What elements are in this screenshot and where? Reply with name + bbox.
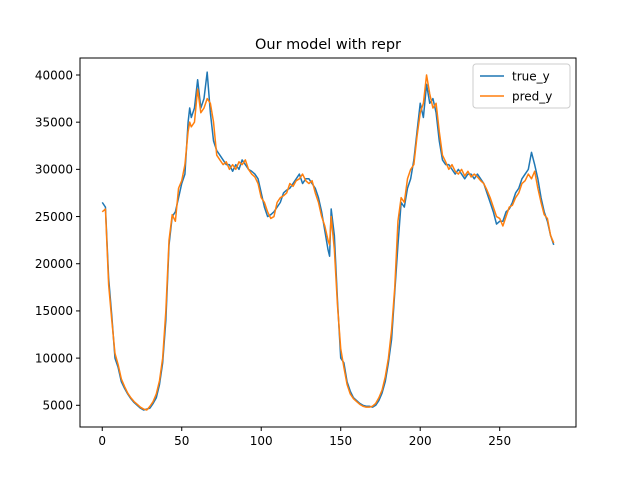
y-tick-label: 40000: [35, 68, 73, 82]
chart-title: Our model with repr: [255, 37, 401, 53]
y-tick-label: 20000: [35, 257, 73, 271]
x-tick-label: 100: [250, 434, 273, 448]
legend: true_y pred_y: [472, 63, 571, 109]
x-tick-label: 50: [174, 434, 189, 448]
x-tick-label: 200: [409, 434, 432, 448]
y-tick-label: 35000: [35, 115, 73, 129]
y-tick-label: 30000: [35, 163, 73, 177]
x-tick-label: 0: [98, 434, 106, 448]
plot-area: [101, 71, 555, 411]
y-tick-label: 25000: [35, 210, 73, 224]
legend-label-true-y: true_y: [512, 69, 550, 83]
series-line-true-y: [101, 71, 555, 411]
x-axis: 0 50 100 150 200 250: [98, 427, 511, 448]
legend-label-pred-y: pred_y: [512, 89, 552, 103]
y-tick-label: 15000: [35, 304, 73, 318]
y-axis: 5000 10000 15000 20000 25000 30000 35000 40000: [35, 68, 80, 413]
plot-frame: [79, 57, 577, 428]
x-tick-label: 150: [329, 434, 352, 448]
y-tick-label: 5000: [42, 399, 73, 413]
series-line-pred-y: [101, 74, 555, 411]
x-tick-label: 250: [488, 434, 511, 448]
legend-box: [472, 63, 571, 109]
y-tick-label: 10000: [35, 351, 73, 365]
